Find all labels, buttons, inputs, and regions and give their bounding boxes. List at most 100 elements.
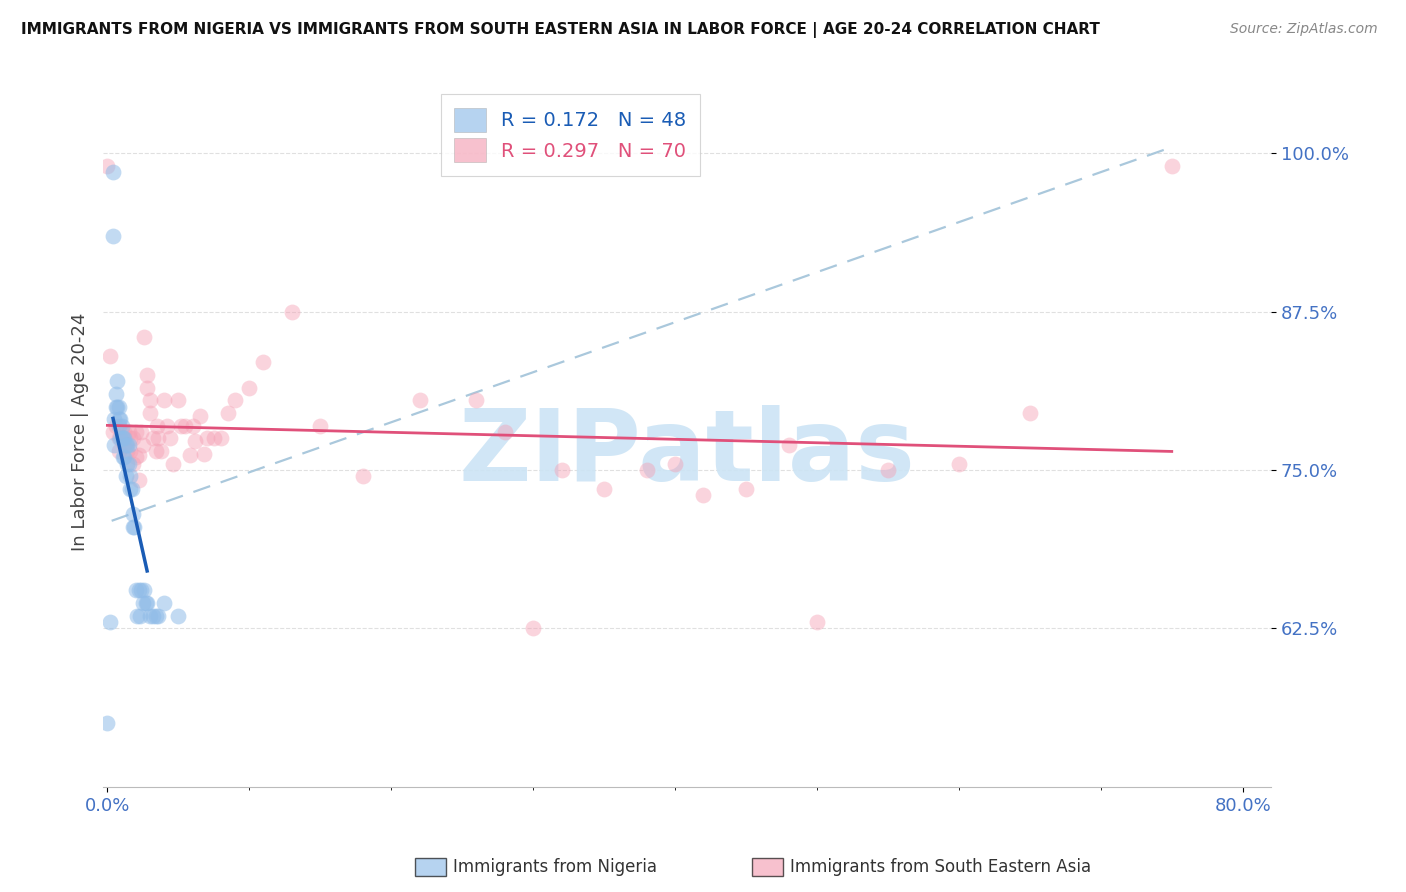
Point [111,432,134,446]
Legend: R = 0.172   N = 48, R = 0.297   N = 70: R = 0.172 N = 48, R = 0.297 N = 70 [441,95,700,176]
Point [131,583,153,598]
Text: Immigrants from South Eastern Asia: Immigrants from South Eastern Asia [790,858,1091,876]
Point [150,444,173,458]
Point [131,425,153,439]
Point [522,622,544,636]
Point [134,583,156,598]
Point [107,418,129,433]
Point [136,381,159,395]
Point [110,425,132,439]
Point [114,438,136,452]
Point [124,520,146,534]
Point [122,520,145,534]
Point [134,330,156,344]
Point [110,432,132,446]
Point [136,596,159,610]
Point [121,482,143,496]
Point [238,381,260,395]
Point [145,608,167,623]
Point [117,457,139,471]
Point [209,432,232,446]
Point [127,608,149,623]
Point [202,432,225,446]
Point [110,418,132,433]
Point [156,418,179,433]
Point [352,469,374,483]
Point [108,412,131,426]
Point [108,432,131,446]
Text: Source: ZipAtlas.com: Source: ZipAtlas.com [1230,22,1378,37]
Point [104,418,127,433]
Point [281,305,304,319]
Point [162,457,184,471]
Point [122,508,145,522]
Point [117,444,139,458]
Point [104,400,127,414]
Point [179,448,201,462]
Point [117,438,139,452]
Point [111,450,134,465]
Point [125,425,148,439]
Point [125,583,148,598]
Point [224,393,246,408]
Text: ZIPatlas: ZIPatlas [458,405,915,502]
Point [167,608,190,623]
Point [107,444,129,458]
Point [110,432,132,446]
Point [128,583,150,598]
Point [948,457,970,471]
Y-axis label: In Labor Force | Age 20-24: In Labor Force | Age 20-24 [72,313,89,551]
Point [735,482,758,496]
Point [103,412,125,426]
Point [101,165,124,179]
Point [309,418,332,433]
Point [120,469,142,483]
Point [692,488,714,502]
Point [145,444,167,458]
Point [120,444,142,458]
Point [170,418,193,433]
Point [217,406,239,420]
Point [122,432,145,446]
Point [112,432,135,446]
Point [118,457,141,471]
Point [128,473,150,487]
Point [114,469,136,483]
Point [148,432,170,446]
Point [112,425,135,439]
Point [101,228,124,243]
Point [132,596,155,610]
Point [120,432,142,446]
Text: IMMIGRANTS FROM NIGERIA VS IMMIGRANTS FROM SOUTH EASTERN ASIA IN LABOR FORCE | A: IMMIGRANTS FROM NIGERIA VS IMMIGRANTS FR… [21,22,1099,38]
Point [148,608,170,623]
Text: Immigrants from Nigeria: Immigrants from Nigeria [453,858,657,876]
Point [139,406,162,420]
Point [107,432,129,446]
Point [122,457,145,471]
Point [252,355,274,369]
Point [494,425,516,439]
Point [112,438,135,452]
Point [125,450,148,465]
Point [132,438,155,452]
Point [136,368,159,383]
Point [664,457,686,471]
Point [174,418,197,433]
Point [408,393,430,408]
Point [146,418,169,433]
Point [142,608,165,623]
Point [877,463,900,477]
Point [104,387,127,401]
Point [593,482,616,496]
Point [778,438,800,452]
Point [96,716,118,731]
Point [1018,406,1040,420]
Point [128,448,150,462]
Point [153,596,176,610]
Point [96,159,118,173]
Point [195,432,218,446]
Point [167,393,190,408]
Point [188,409,211,423]
Point [139,608,162,623]
Point [550,463,572,477]
